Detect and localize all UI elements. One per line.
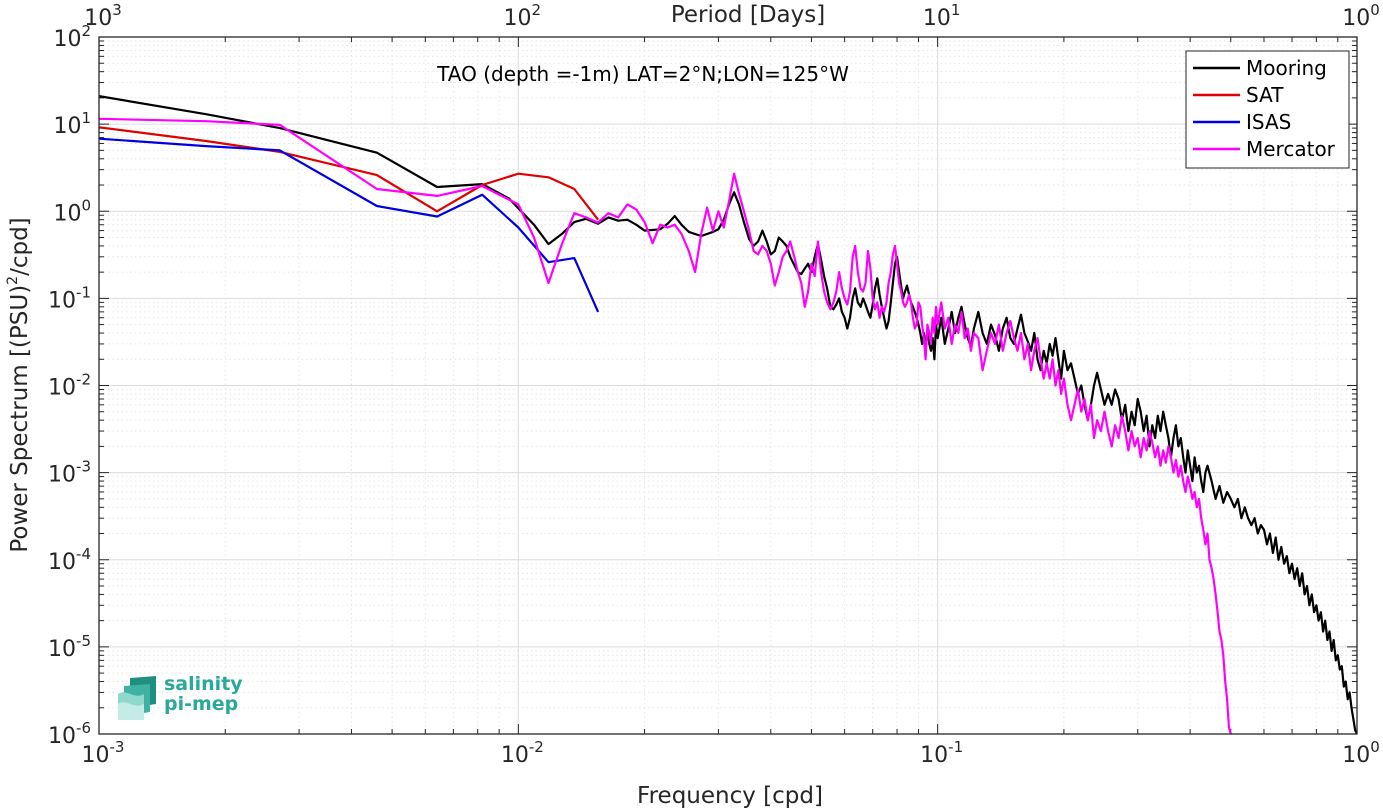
y-tick-label: 10-5 [48,632,91,662]
series-line-mercator [99,117,1232,734]
chart-title: TAO (depth =-1m) LAT=2°N;LON=125°W [436,62,849,86]
legend-label-mercator: Mercator [1246,137,1336,161]
legend-label-isas: ISAS [1246,110,1291,134]
x2-tick-label: 102 [504,1,542,31]
y-tick-label: 10-2 [48,371,91,401]
legend-label-mooring: Mooring [1246,56,1327,80]
y-tick-label: 10-3 [48,458,91,488]
salinity-pi-mep-logo: salinity pi-mep [116,672,256,722]
x2-tick-label: 103 [84,1,122,31]
x-tick-label: 10-1 [920,738,963,768]
y-tick-label: 10-1 [48,283,91,313]
x-tick-label: 10-3 [82,738,125,768]
legend: Mooring SAT ISAS Mercator [1185,50,1350,169]
x2-axis-title: Period [Days] [671,2,825,28]
y-tick-label: 10-6 [48,719,91,749]
y-tick-label: 101 [53,109,91,139]
plot-frame [98,36,1358,735]
wave-logo-icon [118,676,156,720]
x-axis-title: Frequency [cpd] [637,783,823,809]
y-tick-label: 10-4 [48,545,91,575]
series-line-sat [99,126,599,221]
x2-tick-label: 100 [1342,1,1380,31]
logo-text-pi-mep: pi-mep [164,693,239,715]
legend-label-sat: SAT [1246,83,1284,107]
x-tick-label: 100 [1342,738,1380,768]
series-line-isas [99,137,600,313]
series-lines [99,95,1357,734]
y-tick-label: 102 [53,22,91,52]
x-tick-label: 10-2 [501,738,544,768]
y-axis-title: Power Spectrum [(PSU)2/cpd] [5,217,33,552]
x2-tick-label: 101 [923,1,961,31]
logo-text-salinity: salinity [164,673,243,695]
series-line-mooring [99,95,1357,734]
y-tick-label: 100 [53,196,91,226]
grid [98,37,1357,735]
